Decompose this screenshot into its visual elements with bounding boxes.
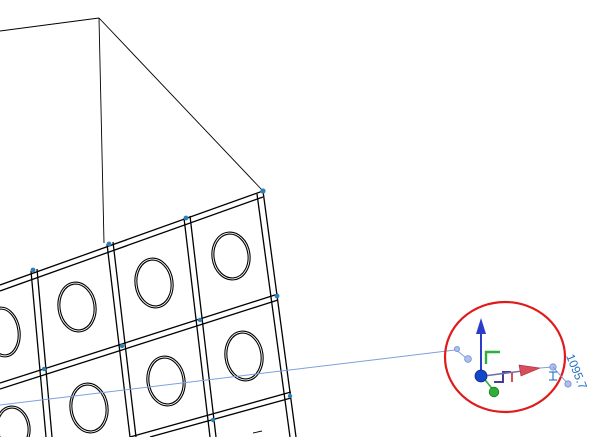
y-axis-handle-icon[interactable] — [488, 386, 500, 398]
vertex-point[interactable] — [197, 317, 203, 323]
bottom-edge-fragment — [252, 430, 263, 434]
panel-hole-inner — [213, 233, 249, 279]
panel-hole-inner — [0, 308, 19, 356]
panel-seam-col-1[interactable] — [30, 270, 47, 437]
xy-plane-handle[interactable] — [484, 350, 500, 364]
vertex-point[interactable] — [274, 293, 280, 299]
panel-hole[interactable] — [209, 230, 253, 283]
panel-seam-col-3[interactable] — [183, 217, 211, 437]
vertex-point[interactable] — [119, 343, 125, 349]
xz-plane-handle[interactable] — [494, 371, 511, 383]
hidden-vertical-edge[interactable] — [98, 17, 105, 244]
panel-hole[interactable] — [0, 305, 23, 359]
top-edge-back-right[interactable] — [98, 17, 264, 192]
gizmo-highlight-circle — [443, 300, 567, 414]
panel-seam-row-2-inner — [149, 397, 292, 437]
vertex-point[interactable] — [260, 188, 266, 194]
vertex-point[interactable] — [183, 215, 189, 221]
vertex-point[interactable] — [30, 267, 36, 273]
panel-seam-col-1-inner — [36, 268, 53, 437]
panel-hole[interactable] — [55, 280, 100, 335]
box-top-wireframe — [0, 17, 264, 244]
panel-hole[interactable] — [67, 381, 112, 436]
grip-handle[interactable] — [453, 345, 460, 352]
panel-hole[interactable] — [144, 354, 189, 409]
front-top-edge-inner — [0, 196, 264, 292]
panel-seam-row-1[interactable] — [0, 293, 279, 384]
x-axis-arrow-icon[interactable] — [518, 364, 542, 377]
panel-hole-inner — [148, 357, 184, 405]
panel-hole-inner — [59, 283, 95, 331]
panel-hole-inner — [0, 407, 29, 437]
reference-line[interactable] — [0, 349, 456, 406]
transform-gizmo[interactable]: 1095.7 — [443, 300, 590, 414]
dimension-marker-icon — [549, 371, 557, 381]
extent-line — [552, 366, 569, 385]
panel-hole[interactable] — [222, 329, 267, 384]
extent-handle[interactable] — [564, 380, 572, 388]
vertex-markers — [30, 188, 293, 423]
panel-seam-col-2-inner — [112, 241, 137, 437]
right-vertical-edge-inner — [256, 193, 291, 437]
panel-hole-inner — [71, 384, 107, 432]
panel-seam-row-2[interactable] — [129, 391, 292, 437]
panel-hole-inner — [136, 259, 172, 307]
vertex-point[interactable] — [106, 241, 112, 247]
panel-hole[interactable] — [0, 404, 33, 437]
z-axis-arrow-icon[interactable] — [476, 318, 486, 334]
front-top-edge[interactable] — [0, 190, 264, 286]
grip-handle[interactable] — [464, 355, 472, 363]
top-edge-back-left[interactable] — [0, 17, 100, 32]
panel-hole[interactable] — [132, 256, 177, 311]
gizmo-origin-icon[interactable] — [474, 369, 488, 383]
right-vertical-edge[interactable] — [262, 190, 297, 437]
vertex-point[interactable] — [41, 366, 47, 372]
vertex-point[interactable] — [287, 393, 293, 399]
panel-seam-col-2[interactable] — [106, 243, 131, 437]
panel-grid-face — [0, 190, 297, 437]
panel-seam-col-3-inner — [189, 215, 217, 437]
vertex-point[interactable] — [210, 417, 216, 423]
panel-hole-inner — [226, 332, 262, 380]
